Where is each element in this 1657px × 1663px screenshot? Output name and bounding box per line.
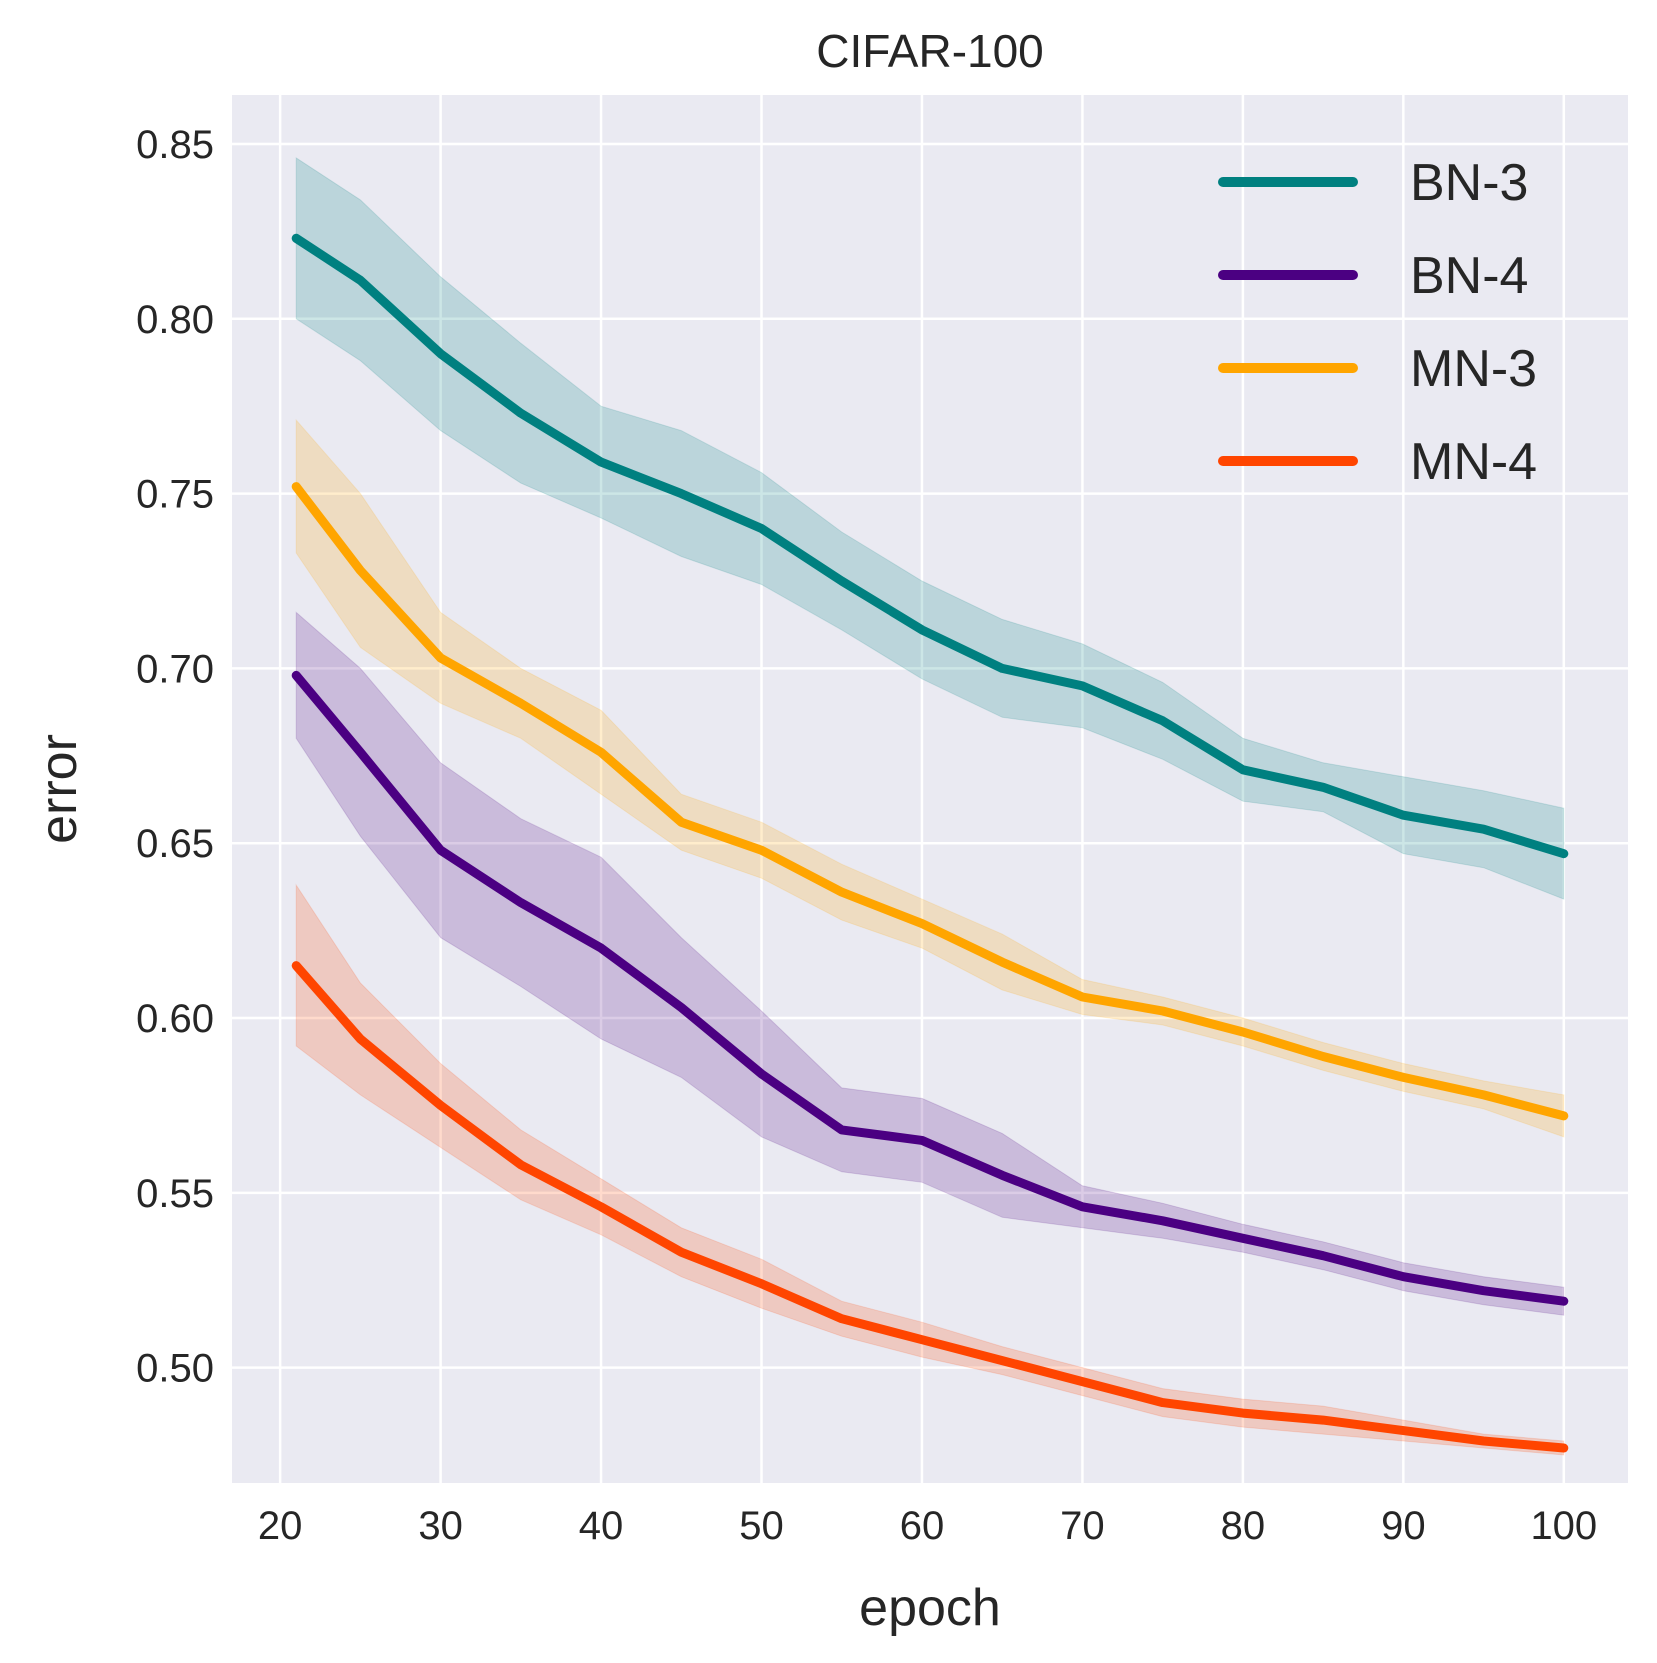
x-tick-label: 70	[1060, 1504, 1105, 1548]
y-tick-label: 0.75	[136, 473, 214, 517]
x-tick-label: 30	[418, 1504, 463, 1548]
legend-label: MN-3	[1410, 340, 1537, 398]
x-tick-label: 50	[739, 1504, 784, 1548]
x-tick-label: 60	[900, 1504, 945, 1548]
series-lines	[291, 233, 1569, 1453]
y-tick-label: 0.85	[136, 123, 214, 167]
tick-labels: 20 30 40 50 60 70 80 90 100 0.50 0.55 0.60 0.65 0.70 0…	[136, 123, 1597, 1548]
legend-item-bn-3: BN-3	[1218, 154, 1528, 212]
band-mn-3	[295, 418, 1565, 1138]
band-bn-4	[295, 611, 1565, 1316]
legend-item-mn-4: MN-4	[1218, 433, 1537, 491]
y-tick-label: 0.55	[136, 1172, 214, 1216]
plot-area	[232, 95, 1628, 1483]
legend-item-bn-4: BN-4	[1218, 247, 1528, 305]
y-tick-label: 0.65	[136, 822, 214, 866]
legend-label: BN-3	[1410, 154, 1528, 212]
legend-label: BN-4	[1410, 247, 1528, 305]
x-axis-title: epoch	[859, 1579, 1001, 1637]
x-tick-label: 100	[1530, 1504, 1597, 1548]
y-tick-label: 0.60	[136, 997, 214, 1041]
grid	[232, 95, 1628, 1483]
x-tick-label: 90	[1381, 1504, 1426, 1548]
chart-title: CIFAR-100	[816, 25, 1044, 77]
y-tick-label: 0.80	[136, 298, 214, 342]
legend-item-mn-3: MN-3	[1218, 340, 1537, 398]
x-tick-label: 80	[1221, 1504, 1266, 1548]
x-tick-label: 40	[579, 1504, 624, 1548]
x-tick-label: 20	[258, 1504, 303, 1548]
y-axis-title: error	[30, 734, 88, 844]
y-tick-label: 0.50	[136, 1347, 214, 1391]
y-tick-label: 0.70	[136, 647, 214, 691]
legend: BN-3 BN-4 MN-3 MN-4	[1218, 154, 1537, 491]
legend-label: MN-4	[1410, 433, 1537, 491]
